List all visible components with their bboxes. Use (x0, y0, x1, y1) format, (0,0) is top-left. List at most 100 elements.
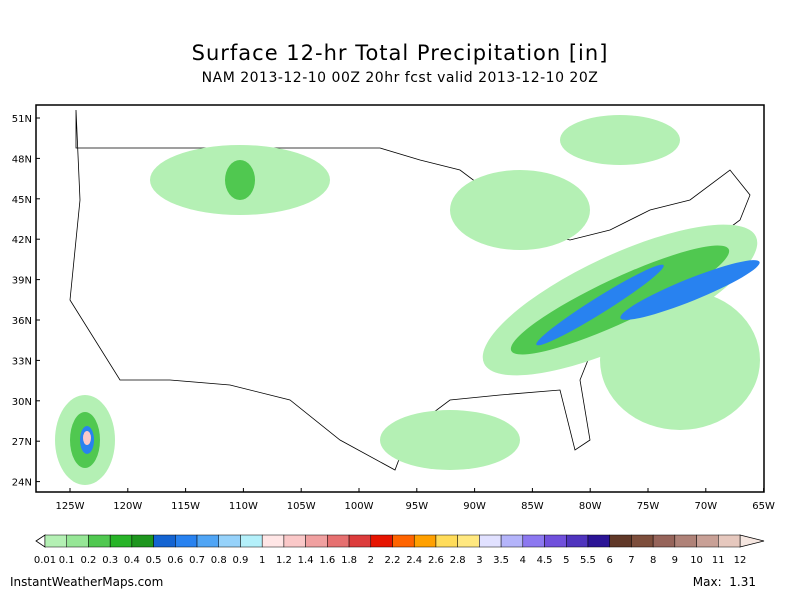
colorbar-label: 3 (476, 555, 482, 566)
colorbar-swatch (392, 534, 415, 548)
colorbar-swatch (674, 534, 697, 548)
colorbar-label: 11 (712, 555, 725, 566)
map-frame (35, 104, 765, 493)
colorbar-swatch (348, 534, 372, 548)
colorbar-label: 8 (650, 555, 656, 566)
colorbar-swatch (327, 534, 350, 548)
colorbar-swatch (544, 534, 567, 548)
colorbar-swatch (175, 534, 198, 548)
lat-label: 45N (12, 195, 32, 206)
lon-label: 95W (405, 501, 428, 512)
colorbar-swatch (88, 534, 111, 548)
colorbar-label: 0.1 (59, 555, 75, 566)
colorbar-label: 0.3 (102, 555, 118, 566)
colorbar-label: 0.7 (189, 555, 205, 566)
lon-label: 120W (113, 501, 142, 512)
lon-label: 125W (56, 501, 85, 512)
colorbar-swatch (609, 534, 632, 548)
colorbar-label: 2.2 (385, 555, 401, 566)
colorbar-swatch (413, 534, 437, 548)
colorbar-swatch (718, 534, 741, 548)
colorbar-swatch (153, 534, 176, 548)
title: Surface 12-hr Total Precipitation [in] (192, 41, 609, 65)
colorbar-arrow-right (739, 534, 765, 548)
colorbar-swatch (370, 534, 393, 548)
lon-label: 80W (579, 501, 602, 512)
lat-label: 51N (12, 114, 32, 125)
colorbar-swatch (435, 534, 458, 548)
colorbar-swatch (500, 534, 524, 548)
colorbar-swatch (109, 534, 133, 548)
colorbar-swatch (587, 534, 610, 548)
colorbar-label: 3.5 (493, 555, 509, 566)
lon-label: 105W (287, 501, 316, 512)
colorbar-label: 5 (563, 555, 569, 566)
colorbar-label: 1.2 (276, 555, 292, 566)
lon-label: 70W (694, 501, 717, 512)
colorbar-label: 2 (368, 555, 374, 566)
lon-label: 115W (171, 501, 200, 512)
colorbar-swatch (479, 534, 502, 548)
lon-label: 100W (345, 501, 374, 512)
colorbar-swatch (66, 534, 89, 548)
site-credit: InstantWeatherMaps.com (10, 575, 163, 589)
colorbar-label: 1.8 (341, 555, 357, 566)
colorbar-label: 1.4 (298, 555, 314, 566)
colorbar-swatch (566, 534, 589, 548)
colorbar-label: 0.4 (124, 555, 140, 566)
colorbar-label: 4 (520, 555, 526, 566)
colorbar-label: 12 (734, 555, 747, 566)
colorbar-label: 6 (607, 555, 613, 566)
lon-label: 90W (463, 501, 486, 512)
lat-label: 42N (12, 235, 32, 246)
lat-label: 36N (12, 316, 32, 327)
lat-label: 30N (12, 397, 32, 408)
colorbar-label: 0.01 (34, 555, 56, 566)
lat-label: 24N (12, 478, 32, 489)
colorbar-swatch (261, 534, 285, 548)
colorbar-label: 0.8 (211, 555, 227, 566)
lat-label: 39N (12, 276, 32, 287)
lat-label: 48N (12, 154, 32, 165)
colorbar-swatch (652, 534, 676, 548)
colorbar-label: 10 (690, 555, 703, 566)
colorbar-label: 9 (672, 555, 678, 566)
colorbar-label: 0.6 (167, 555, 183, 566)
precip-max (83, 431, 91, 445)
lon-label: 75W (637, 501, 660, 512)
colorbar-label: 1 (259, 555, 265, 566)
colorbar-swatch (696, 534, 719, 548)
map (35, 104, 765, 493)
axes: 51N 48N 45N 42N 39N 36N 33N 30N 27N 24N 125W 120W 11… (12, 114, 775, 512)
colorbar-label: 0.5 (146, 555, 162, 566)
colorbar-swatch (457, 534, 480, 548)
lat-label: 33N (12, 356, 32, 367)
lon-label: 65W (752, 501, 775, 512)
colorbar-label: 2.4 (406, 555, 422, 566)
colorbar-label: 0.9 (233, 555, 249, 566)
colorbar-label: 7 (628, 555, 634, 566)
colorbar-label: 2.8 (450, 555, 466, 566)
colorbar-swatch (196, 534, 219, 548)
colorbar-swatch (522, 534, 545, 548)
max-value: Max: 1.31 (693, 575, 756, 589)
colorbar-swatch (631, 534, 654, 548)
colorbar-arrow-left (35, 534, 46, 548)
colorbar-label: 4.5 (537, 555, 553, 566)
colorbar-label: 1.6 (319, 555, 335, 566)
colorbar-label: 2.6 (428, 555, 444, 566)
colorbar-label: 5.5 (580, 555, 596, 566)
colorbar: 0.01 0.1 0.2 0.3 0.4 0.5 0.6 0.7 0.8 0.9 1 1.2 1.4 1.… (34, 534, 765, 566)
lon-label: 85W (521, 501, 544, 512)
colorbar-label: 0.2 (80, 555, 96, 566)
lon-label: 110W (229, 501, 258, 512)
colorbar-swatch (305, 534, 328, 548)
colorbar-swatch (283, 534, 306, 548)
lat-label: 27N (12, 437, 32, 448)
colorbar-swatch (218, 534, 241, 548)
subtitle: NAM 2013-12-10 00Z 20hr fcst valid 2013-… (202, 70, 599, 86)
colorbar-swatch (44, 534, 67, 548)
colorbar-swatch (131, 534, 154, 548)
colorbar-swatch (240, 534, 263, 548)
